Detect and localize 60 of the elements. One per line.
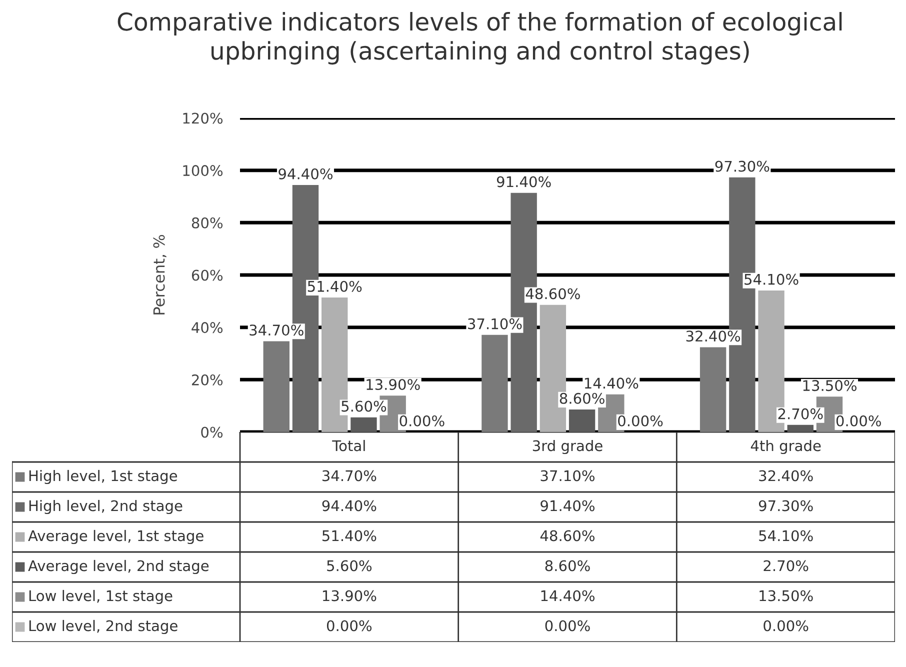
data-label: 13.90% xyxy=(322,590,376,602)
text: 13.50% xyxy=(803,380,856,392)
data-label: 48.60% xyxy=(540,530,594,542)
text: 0.00% xyxy=(836,415,881,426)
legend-label: Low level, 1st stage xyxy=(29,590,172,604)
data-label: 32.40% xyxy=(759,470,813,482)
legend-label: Average level, 1st stage xyxy=(28,530,204,544)
data-label: 0.00% xyxy=(326,620,372,632)
text: 34.70% xyxy=(250,324,304,336)
y-tick-label: 120% xyxy=(183,112,223,124)
y-tick-label: 80% xyxy=(192,217,223,228)
data-label: 97.30% xyxy=(758,500,813,512)
legend-label: High level, 1st stage xyxy=(29,470,178,484)
data-label: 14.40% xyxy=(541,590,594,602)
y-tick-label: 100% xyxy=(183,165,223,176)
text: 13.90% xyxy=(366,378,420,390)
text: 51.40% xyxy=(308,280,362,292)
text: 5.60% xyxy=(342,400,386,412)
text: 48.60% xyxy=(526,288,580,300)
y-tick-label: 20% xyxy=(192,374,223,386)
text: 54.10% xyxy=(744,274,798,285)
y-tick-label: 0% xyxy=(201,426,223,438)
legend-label: High level, 2nd stage xyxy=(29,500,182,514)
text: 0.00% xyxy=(618,415,663,426)
text: 32.40% xyxy=(686,330,740,342)
bar xyxy=(700,347,726,432)
text: 8.60% xyxy=(560,392,604,404)
data-label: 0.00% xyxy=(764,620,808,632)
data-label: 8.60% xyxy=(545,560,590,572)
legend-label: Average level, 2nd stage xyxy=(28,560,209,574)
data-label: 37.10% xyxy=(540,470,594,482)
data-label: 0.00% xyxy=(545,620,590,632)
bar xyxy=(568,409,596,432)
x-tick-label: 4th grade xyxy=(750,440,821,454)
y-tick-label: 60% xyxy=(192,270,223,281)
bar xyxy=(350,417,377,432)
data-label: 94.40% xyxy=(322,500,376,512)
x-tick-label: Total xyxy=(332,440,365,452)
data-label: 51.40% xyxy=(322,530,376,542)
data-label: 54.10% xyxy=(759,530,813,542)
bar xyxy=(263,341,290,432)
y-axis-title: Percent, % xyxy=(153,234,166,314)
text: 91.40% xyxy=(496,176,551,188)
bar xyxy=(787,424,814,432)
text: 37.10% xyxy=(468,318,522,330)
text: 2.70% xyxy=(778,408,823,420)
data-label: 91.40% xyxy=(540,500,594,512)
legend-label: Low level, 2nd stage xyxy=(29,620,178,634)
text: 94.40% xyxy=(278,168,332,180)
text: 97.30% xyxy=(715,160,770,172)
data-label: 2.70% xyxy=(764,560,808,572)
data-label: 13.50% xyxy=(760,590,813,602)
chart-title: Comparative indicators levels of the formation of ecological upbringing (ascertaining and control stages) xyxy=(118,12,842,65)
text: 14.40% xyxy=(584,378,638,389)
bar xyxy=(482,334,508,432)
y-tick-label: 40% xyxy=(192,322,223,334)
data-label: 34.70% xyxy=(322,470,376,482)
x-tick-label: 3rd grade xyxy=(532,440,602,454)
text: 0.00% xyxy=(400,415,444,426)
data-label: 5.60% xyxy=(327,560,372,572)
